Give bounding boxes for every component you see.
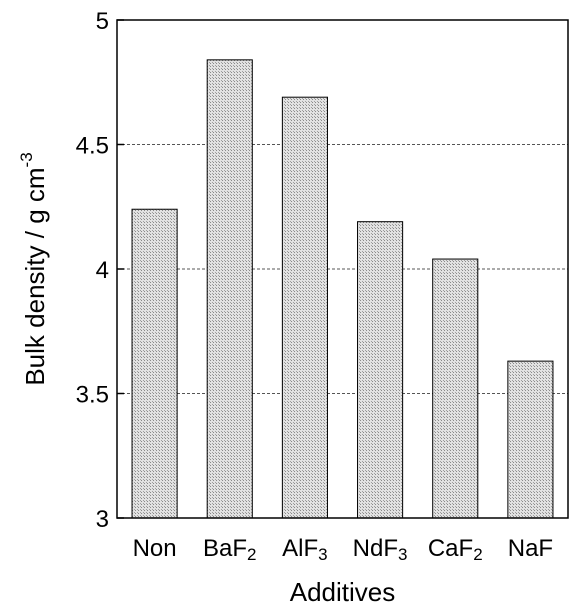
x-tick-label: AlF3 [282,535,327,564]
x-tick-label-subscript: 3 [318,545,327,564]
x-tick-label-base: Non [133,535,177,562]
bar [281,96,328,519]
y-axis-title-superscript: -3 [17,152,36,167]
x-tick-label-base: NdF [353,535,398,562]
x-tick-label-base: CaF [428,535,473,562]
y-tick-label: 3.5 [76,382,109,409]
x-tick-label: NaF [508,535,553,562]
bar [131,208,178,519]
x-tick-label-subscript: 3 [398,545,407,564]
y-tick-label: 3 [96,506,109,533]
y-tick-label: 4 [96,257,109,284]
x-tick-label-subscript: 2 [247,545,256,564]
bar [507,360,554,519]
x-tick-label: BaF2 [203,535,256,564]
y-tick-label: 5 [96,8,109,35]
x-axis-ticks: Non BaF2 AlF3 NdF3 CaF2 NaF [133,535,554,564]
y-axis-title: Bulk density / g cm-3 [17,152,50,385]
x-tick-label-base: NaF [508,535,553,562]
y-axis-ticks: 3 3.5 4 4.5 5 [76,8,124,533]
x-tick-label: Non [133,535,177,562]
x-tick-label: CaF2 [428,535,483,564]
bar [206,59,253,519]
y-tick-label: 4.5 [76,133,109,160]
x-tick-label-base: BaF [203,535,247,562]
x-axis-title: Additives [290,577,396,607]
x-tick-label-subscript: 2 [473,545,482,564]
bars [131,59,554,519]
x-tick-label-base: AlF [282,535,318,562]
x-tick-label: NdF3 [353,535,408,564]
grid-lines [117,144,568,394]
bar [357,221,404,519]
bar [432,258,479,519]
y-axis-title-text: Bulk density / g cm [20,167,50,385]
